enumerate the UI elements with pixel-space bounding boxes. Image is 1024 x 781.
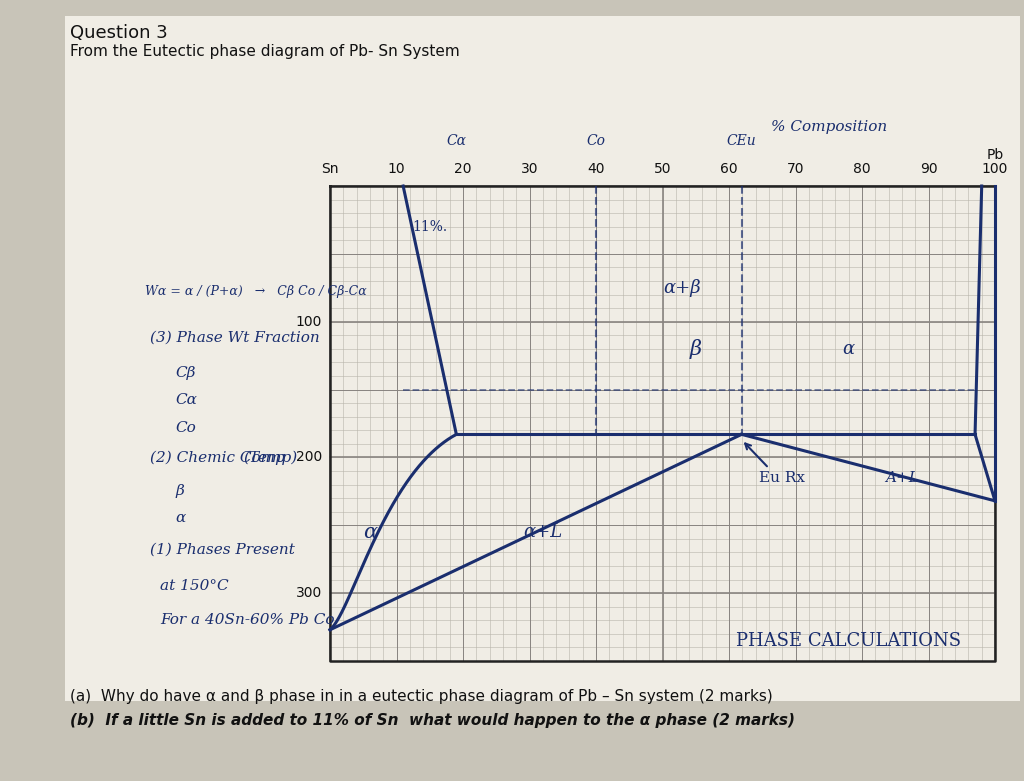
Text: % Composition: % Composition: [771, 120, 887, 134]
Text: α+L: α+L: [523, 523, 562, 541]
Text: at 150°C: at 150°C: [160, 580, 228, 594]
Text: Co: Co: [175, 421, 196, 434]
Text: (2) Chemic Comp: (2) Chemic Comp: [150, 450, 285, 465]
Text: Sn: Sn: [322, 162, 339, 176]
Text: 30: 30: [521, 162, 539, 176]
Text: 100: 100: [982, 162, 1009, 176]
Text: (a)  Why do have α and β phase in in a eutectic phase diagram of Pb – Sn system : (a) Why do have α and β phase in in a eu…: [70, 689, 773, 704]
Text: For a 40Sn-60% Pb Co: For a 40Sn-60% Pb Co: [160, 613, 335, 627]
Text: (3) Phase Wt Fraction: (3) Phase Wt Fraction: [150, 331, 319, 345]
Text: 10: 10: [388, 162, 406, 176]
Text: β: β: [175, 484, 184, 498]
Text: α: α: [362, 522, 377, 541]
Text: Cβ: Cβ: [175, 366, 196, 380]
Text: 200: 200: [296, 451, 322, 465]
Text: 70: 70: [786, 162, 804, 176]
Text: From the Eutectic phase diagram of Pb- Sn System: From the Eutectic phase diagram of Pb- S…: [70, 44, 460, 59]
Text: 300: 300: [296, 587, 322, 600]
Text: 50: 50: [653, 162, 672, 176]
Text: (Temp): (Temp): [243, 450, 297, 465]
Text: CEu: CEu: [727, 134, 757, 148]
Text: (b)  If a little Sn is added to 11% of Sn  what would happen to the α phase (2 m: (b) If a little Sn is added to 11% of Sn…: [70, 713, 795, 728]
Text: (1) Phases Present: (1) Phases Present: [150, 543, 295, 557]
Text: 40: 40: [587, 162, 605, 176]
Text: 90: 90: [920, 162, 937, 176]
Text: α: α: [175, 512, 185, 526]
Text: 20: 20: [455, 162, 472, 176]
Text: Pb: Pb: [986, 148, 1004, 162]
Text: 100: 100: [296, 315, 322, 329]
Text: Question 3: Question 3: [70, 24, 168, 42]
Text: Cα: Cα: [446, 134, 466, 148]
Bar: [65, 16, 1020, 701]
Text: α: α: [843, 340, 855, 358]
Text: A+L: A+L: [885, 471, 919, 485]
Text: Co: Co: [587, 134, 605, 148]
Text: Cα: Cα: [175, 394, 197, 408]
Text: Eu Rx: Eu Rx: [759, 471, 805, 485]
Text: 11%.: 11%.: [413, 219, 447, 234]
Text: Wα = α / (P+α)   →   Cβ Co / Cβ-Cα: Wα = α / (P+α) → Cβ Co / Cβ-Cα: [145, 285, 367, 298]
Text: β: β: [690, 339, 701, 358]
Text: 60: 60: [720, 162, 738, 176]
Text: α+β: α+β: [664, 279, 701, 297]
Text: 80: 80: [853, 162, 870, 176]
Text: PHASE CALCULATIONS: PHASE CALCULATIONS: [736, 632, 962, 650]
